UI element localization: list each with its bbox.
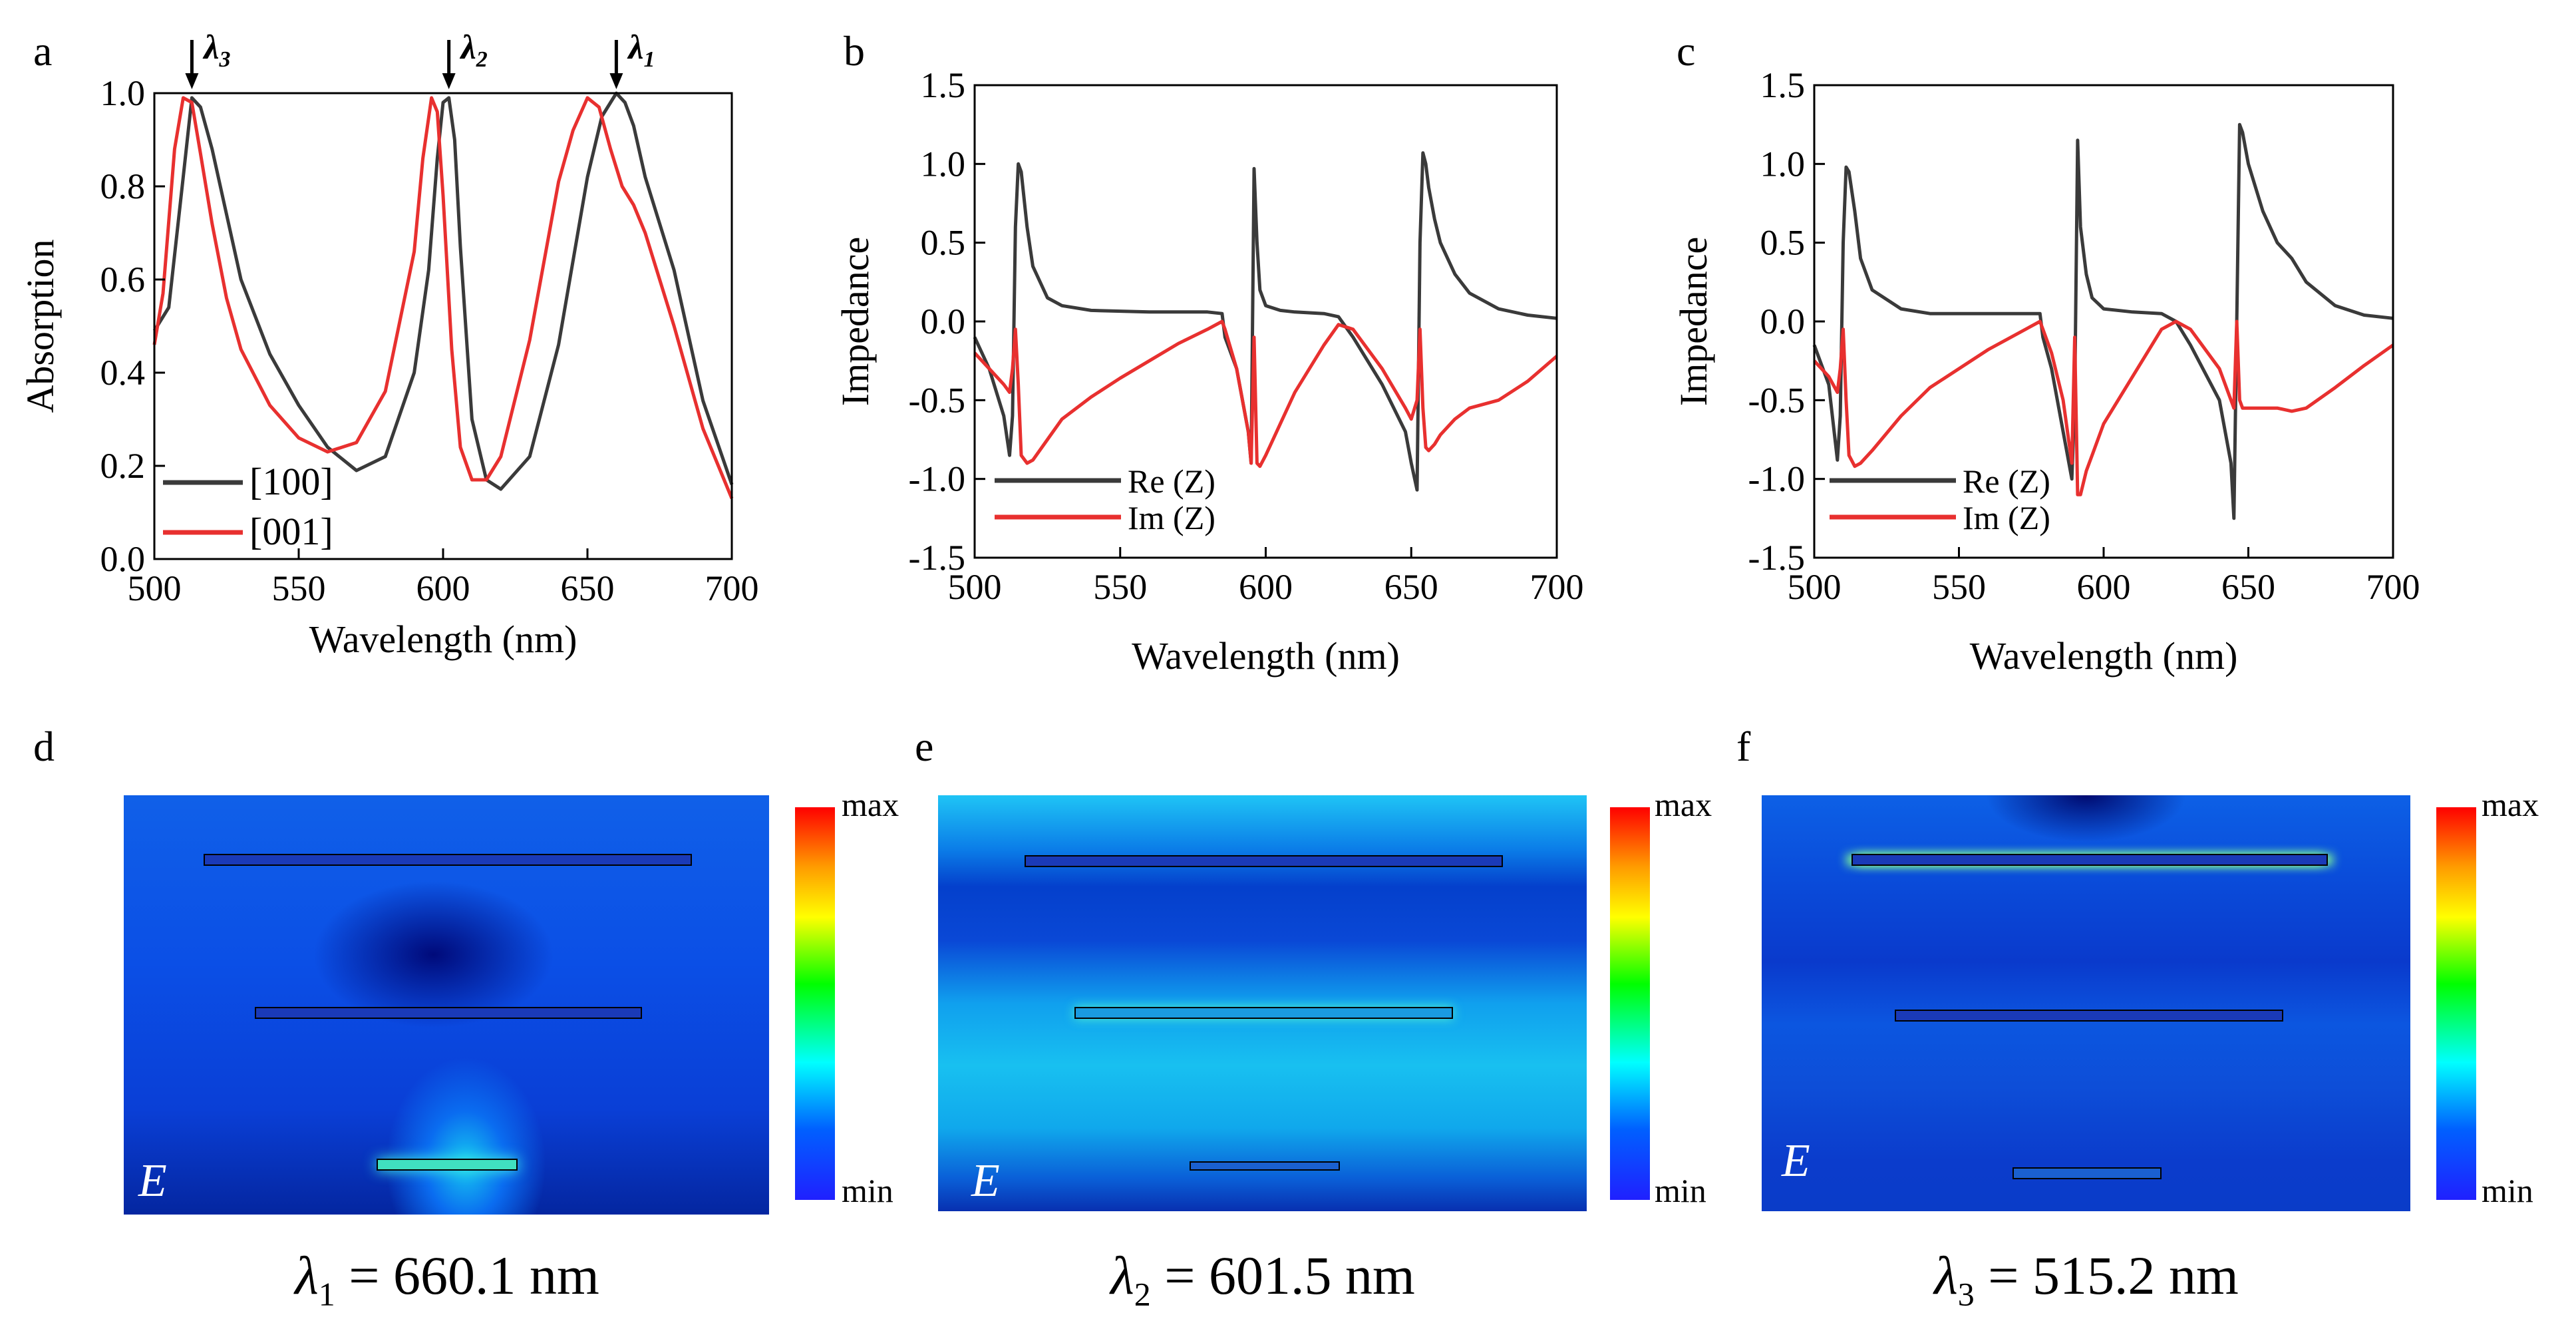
field-label-e: E bbox=[971, 1155, 1000, 1207]
chart-b-ytick-label-1: -1.0 bbox=[909, 459, 965, 499]
chart-b-impedance: 500 550 600 650 700 -1.5 -1.0 -0.5 0.0 0.5 1.0 1.5 W… bbox=[834, 65, 1584, 677]
chart-b-xtick-label-500: 500 bbox=[948, 567, 1002, 607]
chart-b-ytick-label-6: 1.5 bbox=[921, 65, 966, 105]
chart-c-frame bbox=[1813, 84, 2394, 559]
chart-a-legend-label-0: [100] bbox=[249, 460, 333, 503]
chart-a-xtick-label-500: 500 bbox=[128, 568, 182, 608]
chart-b-ytick-label-0: -1.5 bbox=[909, 538, 965, 578]
chart-a-annotation-0: λ3 bbox=[202, 29, 230, 72]
chart-a-xtick-label-650: 650 bbox=[561, 568, 615, 608]
chart-a-arrowhead-0 bbox=[185, 73, 199, 89]
chart-c-xtick-label-700: 700 bbox=[2366, 567, 2420, 607]
chart-a-annotation-1: λ2 bbox=[460, 29, 488, 72]
colorbar-f-min: min bbox=[2482, 1172, 2533, 1209]
chart-c-ytick-label-2: -0.5 bbox=[1748, 380, 1805, 420]
chart-c-impedance: 500 550 600 650 700 -1.5 -1.0 -0.5 0.0 0.5 1.0 1.5 W… bbox=[1672, 65, 2420, 677]
chart-a-xtick-label-600: 600 bbox=[416, 568, 470, 608]
field-map-d-bar-2 bbox=[255, 1007, 642, 1019]
chart-a-ytick-label-3: 0.6 bbox=[100, 260, 146, 299]
panel-label-d: d bbox=[33, 723, 55, 770]
chart-c-xtick-label-550: 550 bbox=[1932, 567, 1986, 607]
chart-a-ytick-label-1: 0.2 bbox=[100, 446, 146, 486]
chart-b-series-1 bbox=[973, 319, 1558, 469]
field-map-f: E bbox=[1762, 795, 2410, 1211]
colorbar-f-max: max bbox=[2482, 786, 2539, 823]
colorbar-e bbox=[1610, 807, 1650, 1200]
field-map-f-bar-3 bbox=[2012, 1167, 2162, 1179]
field-map-d-bar-3 bbox=[377, 1159, 518, 1171]
field-map-e-bar-3 bbox=[1190, 1161, 1340, 1171]
chart-a-xlabel: Wavelength (nm) bbox=[309, 618, 577, 661]
panel-label-a: a bbox=[33, 27, 53, 75]
field-map-e-bar-1 bbox=[1025, 855, 1503, 867]
chart-b-series-0 bbox=[973, 151, 1557, 492]
chart-c-legend-label-1: Im (Z) bbox=[1963, 499, 2050, 536]
chart-a-ylabel: Absorption bbox=[19, 240, 62, 413]
chart-b-xtick-label-550: 550 bbox=[1093, 567, 1147, 607]
field-map-e-bar-2 bbox=[1074, 1007, 1453, 1019]
panel-label-e: e bbox=[915, 723, 934, 770]
chart-b-ylabel: Impedance bbox=[834, 237, 877, 406]
chart-b-legend-label-1: Im (Z) bbox=[1128, 499, 1215, 536]
chart-c-ytick-label-5: 1.0 bbox=[1760, 144, 1806, 184]
caption-d: λ1 = 660.1 nm bbox=[295, 1245, 599, 1313]
chart-b-xtick-label-700: 700 bbox=[1530, 567, 1584, 607]
chart-a-ytick-label-4: 0.8 bbox=[100, 166, 146, 206]
panel-label-f: f bbox=[1736, 723, 1751, 770]
field-map-d-bar-1 bbox=[204, 854, 692, 866]
colorbar-e-min: min bbox=[1655, 1172, 1706, 1209]
chart-c-ytick-label-3: 0.0 bbox=[1760, 301, 1806, 341]
chart-a-arrowhead-1 bbox=[442, 73, 456, 89]
chart-a-ytick-label-0: 0.0 bbox=[100, 539, 146, 579]
colorbar-e-max: max bbox=[1655, 786, 1712, 823]
chart-b-ytick-label-4: 0.5 bbox=[921, 223, 966, 263]
caption-e: λ2 = 601.5 nm bbox=[1110, 1245, 1415, 1313]
chart-a-frame bbox=[153, 92, 733, 560]
chart-b-xlabel: Wavelength (nm) bbox=[1132, 634, 1400, 677]
chart-a-ytick-label-5: 1.0 bbox=[100, 73, 146, 113]
field-map-e: E bbox=[938, 795, 1587, 1211]
field-map-d: E bbox=[124, 795, 769, 1215]
chart-a-series-0 bbox=[152, 91, 734, 491]
chart-c-ytick-label-0: -1.5 bbox=[1748, 538, 1805, 578]
chart-c-series-1 bbox=[1813, 319, 2394, 496]
panel-label-c: c bbox=[1677, 27, 1696, 75]
colorbar-d-max: max bbox=[842, 786, 899, 823]
caption-f: λ3 = 515.2 nm bbox=[1934, 1245, 2239, 1313]
chart-a-annotation-2: λ1 bbox=[627, 29, 655, 72]
chart-b-ytick-label-3: 0.0 bbox=[921, 301, 966, 341]
chart-c-series-0 bbox=[1812, 122, 2394, 520]
chart-a-xtick-label-700: 700 bbox=[705, 568, 759, 608]
chart-a-legend-label-1: [001] bbox=[249, 510, 333, 553]
chart-c-ytick-label-4: 0.5 bbox=[1760, 223, 1806, 263]
panel-label-b: b bbox=[844, 27, 865, 75]
chart-c-ytick-label-1: -1.0 bbox=[1748, 459, 1805, 499]
colorbar-d-min: min bbox=[842, 1172, 893, 1209]
chart-c-xtick-label-650: 650 bbox=[2221, 567, 2275, 607]
colorbar-d bbox=[795, 807, 835, 1200]
chart-c-ytick-label-6: 1.5 bbox=[1760, 65, 1806, 105]
chart-a-series-1 bbox=[152, 96, 734, 499]
field-label-f: E bbox=[1782, 1135, 1810, 1187]
chart-a-xtick-label-550: 550 bbox=[272, 568, 326, 608]
field-map-f-bar-2 bbox=[1895, 1010, 2283, 1022]
chart-b-ytick-label-5: 1.0 bbox=[921, 144, 966, 184]
chart-c-xlabel: Wavelength (nm) bbox=[1970, 634, 2238, 677]
chart-a-arrowhead-2 bbox=[609, 73, 623, 89]
chart-b-ytick-label-2: -0.5 bbox=[909, 380, 965, 420]
chart-b-frame bbox=[973, 84, 1558, 559]
chart-b-legend-label-0: Re (Z) bbox=[1128, 463, 1215, 500]
chart-a-absorption: 500 550 600 650 700 0.0 0.2 0.4 0.6 0.8 1.0 Wavelen… bbox=[19, 29, 759, 661]
chart-c-xtick-label-500: 500 bbox=[1788, 567, 1842, 607]
field-map-f-bar-1 bbox=[1852, 854, 2328, 866]
chart-c-xtick-label-600: 600 bbox=[2077, 567, 2131, 607]
chart-b-xtick-label-600: 600 bbox=[1239, 567, 1293, 607]
chart-c-legend-label-0: Re (Z) bbox=[1963, 463, 2050, 500]
colorbar-f bbox=[2436, 807, 2476, 1200]
chart-c-ylabel: Impedance bbox=[1672, 237, 1715, 406]
field-label-d: E bbox=[138, 1155, 167, 1207]
chart-a-ytick-label-2: 0.4 bbox=[100, 353, 146, 393]
chart-b-xtick-label-650: 650 bbox=[1384, 567, 1438, 607]
